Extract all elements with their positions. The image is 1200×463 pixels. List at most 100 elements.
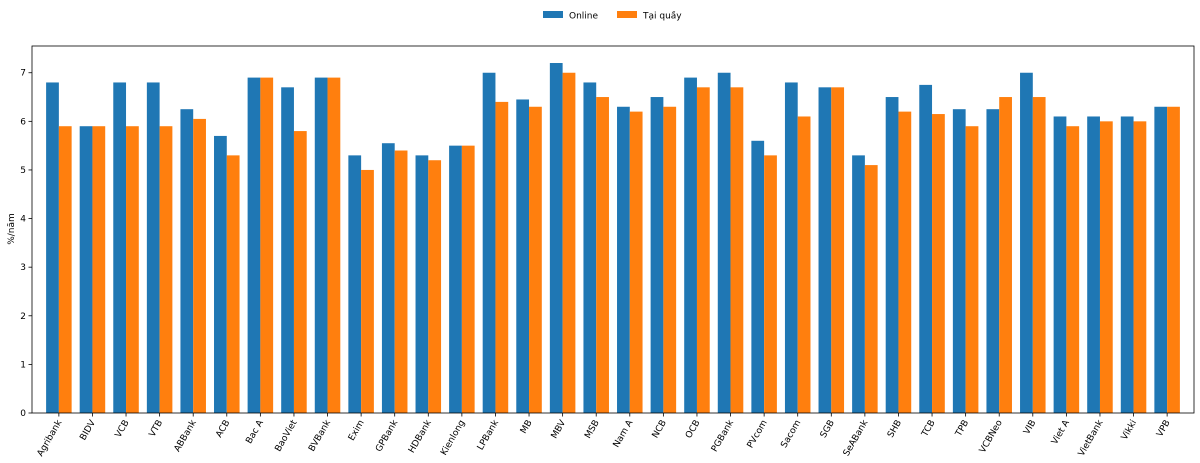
x-tick-label: MB xyxy=(519,419,535,436)
bar-online-10 xyxy=(381,143,395,413)
bar-tai-quay-0 xyxy=(58,126,72,414)
bar-tai-quay-15 xyxy=(562,72,576,414)
bar-tai-quay-27 xyxy=(965,126,979,414)
x-tick-label: PGBank xyxy=(710,418,737,454)
bar-online-4 xyxy=(180,109,194,413)
x-tick-label: VCB xyxy=(114,419,132,440)
x-tick-label: TPB xyxy=(954,419,972,440)
bar-tai-quay-3 xyxy=(159,126,173,414)
bar-online-18 xyxy=(650,97,664,413)
x-tick-label: Exim xyxy=(347,419,367,443)
x-tick-label: NCB xyxy=(651,419,669,441)
x-tick-label: MBV xyxy=(550,418,569,441)
bar-tai-quay-23 xyxy=(831,87,845,413)
x-tick-label: VIB xyxy=(1022,419,1038,437)
bar-tai-quay-18 xyxy=(663,106,677,413)
x-tick-label: GPBank xyxy=(374,418,401,454)
y-tick-label: 2 xyxy=(20,312,26,322)
legend-label-online: Online xyxy=(569,12,598,22)
bar-online-6 xyxy=(247,77,261,413)
bar-online-1 xyxy=(79,126,93,414)
legend-label-tai-quay: Tại quầy xyxy=(642,11,682,22)
x-tick-label: BVBank xyxy=(307,418,333,454)
y-tick-label: 6 xyxy=(20,117,26,127)
bar-tai-quay-9 xyxy=(361,169,374,413)
bar-online-28 xyxy=(986,109,1000,413)
x-tick-label: Nam A xyxy=(612,418,636,450)
bar-tai-quay-7 xyxy=(293,131,307,413)
bar-online-11 xyxy=(415,155,429,413)
bar-tai-quay-25 xyxy=(898,111,912,414)
bar-online-8 xyxy=(314,77,328,413)
bar-online-27 xyxy=(952,109,966,413)
bar-online-5 xyxy=(214,135,227,413)
x-tick-label: OCB xyxy=(684,419,702,441)
bar-online-13 xyxy=(482,72,496,414)
x-tick-label: Sacom xyxy=(779,419,803,450)
bar-online-12 xyxy=(449,145,462,413)
y-tick-label: 5 xyxy=(20,166,26,176)
x-tick-label: ABBank xyxy=(173,418,200,454)
bar-tai-quay-6 xyxy=(260,77,274,413)
x-tick-label: VPB xyxy=(1155,419,1173,439)
bar-tai-quay-32 xyxy=(1133,121,1147,413)
x-tick-label: BaoViet xyxy=(274,418,300,453)
bar-online-25 xyxy=(885,97,899,413)
bar-online-26 xyxy=(919,84,933,413)
bars-layer xyxy=(46,63,1180,414)
bar-online-7 xyxy=(281,87,294,413)
bar-tai-quay-16 xyxy=(596,97,609,413)
bar-tai-quay-10 xyxy=(394,150,408,413)
bar-online-14 xyxy=(516,99,530,413)
x-tick-label: SHB xyxy=(886,419,904,440)
x-tick-label: Agribank xyxy=(36,418,65,459)
bar-online-24 xyxy=(852,155,865,413)
bar-tai-quay-17 xyxy=(629,111,643,414)
y-axis-label: %/năm xyxy=(7,213,17,245)
bar-online-23 xyxy=(818,87,832,413)
bar-online-22 xyxy=(784,82,798,414)
x-tick-label: Viet A xyxy=(1050,418,1072,447)
legend-swatch-online xyxy=(543,11,563,18)
y-tick-label: 1 xyxy=(20,360,26,370)
bar-tai-quay-13 xyxy=(495,101,509,414)
x-tick-label: SeABank xyxy=(842,418,871,458)
x-tick-label: VietBank xyxy=(1077,418,1106,458)
bar-online-19 xyxy=(684,77,697,413)
bar-tai-quay-5 xyxy=(226,155,240,413)
bar-tai-quay-4 xyxy=(193,118,206,413)
bar-tai-quay-21 xyxy=(764,155,777,413)
bar-tai-quay-2 xyxy=(126,126,139,414)
bar-online-31 xyxy=(1087,116,1100,413)
bar-online-3 xyxy=(146,82,160,414)
bar-tai-quay-20 xyxy=(730,87,744,413)
bar-online-21 xyxy=(751,140,765,414)
bar-online-20 xyxy=(717,72,731,414)
bar-tai-quay-11 xyxy=(428,160,442,413)
bar-tai-quay-30 xyxy=(1066,126,1080,414)
bar-tai-quay-26 xyxy=(932,114,945,414)
x-tick-label: PVcom xyxy=(746,419,770,451)
bar-tai-quay-8 xyxy=(327,77,341,413)
bar-online-9 xyxy=(348,155,362,413)
bar-tai-quay-22 xyxy=(797,116,811,413)
bar-online-17 xyxy=(617,106,630,413)
x-tick-label: BIDV xyxy=(79,418,99,443)
bar-tai-quay-31 xyxy=(1099,121,1113,413)
x-tick-label: ACB xyxy=(214,419,232,440)
bar-online-0 xyxy=(46,82,59,414)
legend: Online Tại quầy xyxy=(543,11,682,22)
x-tick-label: MSB xyxy=(583,419,601,441)
y-tick-label: 7 xyxy=(20,69,26,79)
x-tick-label: VTB xyxy=(148,419,166,439)
y-tick-label: 0 xyxy=(20,409,26,419)
x-tick-label: Bac A xyxy=(244,418,266,446)
bar-tai-quay-19 xyxy=(696,87,710,413)
bar-online-15 xyxy=(549,63,563,413)
bar-online-30 xyxy=(1053,116,1067,413)
plot-frame xyxy=(31,45,1195,414)
bar-tai-quay-14 xyxy=(529,106,542,413)
bar-online-29 xyxy=(1020,72,1033,414)
